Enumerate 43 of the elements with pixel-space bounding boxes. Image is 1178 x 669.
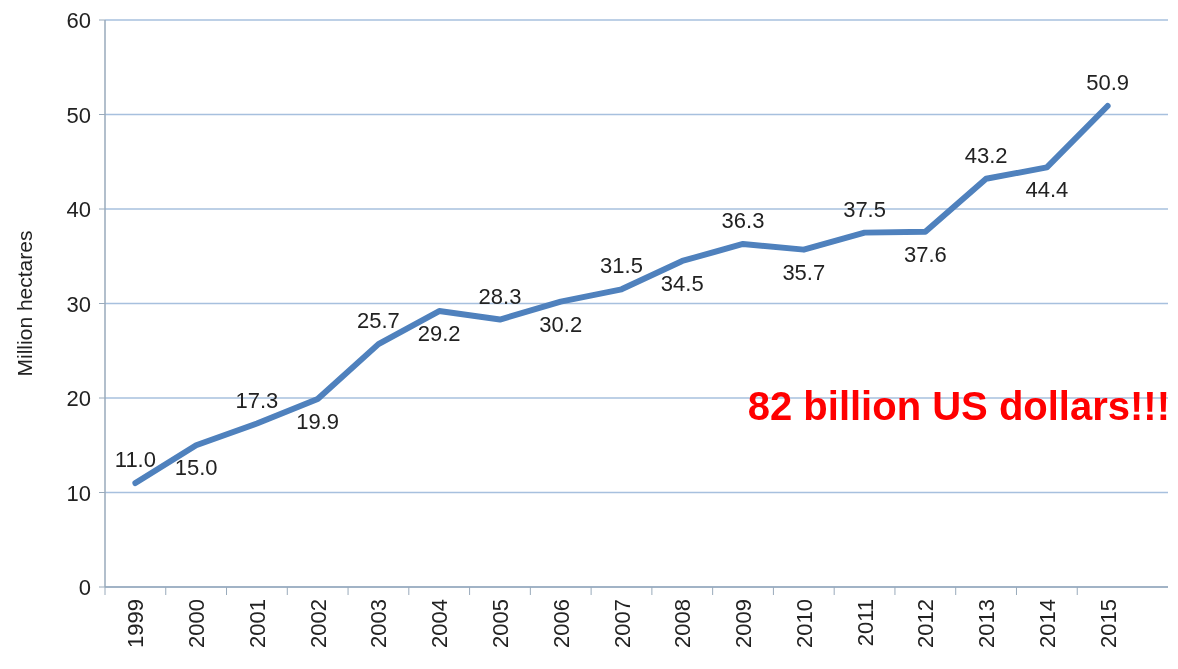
x-tick-label: 2009 [731, 599, 757, 648]
x-tick-label: 2007 [609, 599, 635, 648]
data-label: 29.2 [417, 321, 461, 347]
y-tick-label: 0 [78, 575, 91, 600]
data-label: 36.3 [721, 207, 765, 233]
data-label: 28.3 [478, 283, 522, 309]
x-tick-label: 2004 [427, 599, 453, 648]
x-tick-label: 2000 [184, 599, 210, 648]
x-tick-label: 2012 [913, 599, 939, 648]
data-label: 31.5 [600, 253, 643, 279]
annotation: 82 billion US dollars!!! [747, 384, 1170, 428]
y-tick-label: 40 [66, 197, 91, 222]
data-label: 44.4 [1025, 177, 1069, 203]
data-label: 35.7 [782, 259, 826, 285]
y-tick-label: 30 [66, 291, 91, 317]
y-tick-label: 10 [66, 480, 91, 506]
x-tick-label: 1999 [123, 599, 149, 648]
data-label: 30.2 [539, 311, 583, 337]
x-tick-label: 2003 [366, 599, 392, 648]
y-tick-label: 20 [66, 386, 91, 411]
x-tick-label: 2002 [305, 599, 331, 648]
x-tick-label: 2013 [974, 599, 1000, 648]
y-axis-title: Million hectares [13, 230, 36, 377]
data-label: 25.7 [357, 308, 400, 334]
data-label: 11.0 [114, 447, 156, 473]
x-tick-label: 2008 [670, 599, 696, 648]
x-tick-label: 2015 [1095, 599, 1121, 648]
x-tick-label: 2005 [487, 599, 513, 648]
data-label: 34.5 [660, 270, 704, 296]
x-tick-label: 2010 [791, 599, 817, 648]
x-tick-label: 2006 [548, 599, 574, 648]
x-tick-label: 2001 [244, 599, 270, 648]
data-label: 37.6 [903, 241, 947, 267]
data-label: 19.9 [296, 408, 340, 434]
y-tick-label: 50 [66, 102, 91, 128]
data-label: 15.0 [174, 455, 218, 481]
data-label: 43.2 [964, 142, 1008, 168]
x-tick-label: 2011 [852, 599, 878, 647]
data-label: 17.3 [235, 387, 279, 413]
data-label: 50.9 [1086, 70, 1130, 95]
y-tick-label: 60 [66, 8, 91, 33]
data-label: 37.5 [843, 196, 886, 222]
x-tick-label: 2014 [1034, 599, 1060, 648]
